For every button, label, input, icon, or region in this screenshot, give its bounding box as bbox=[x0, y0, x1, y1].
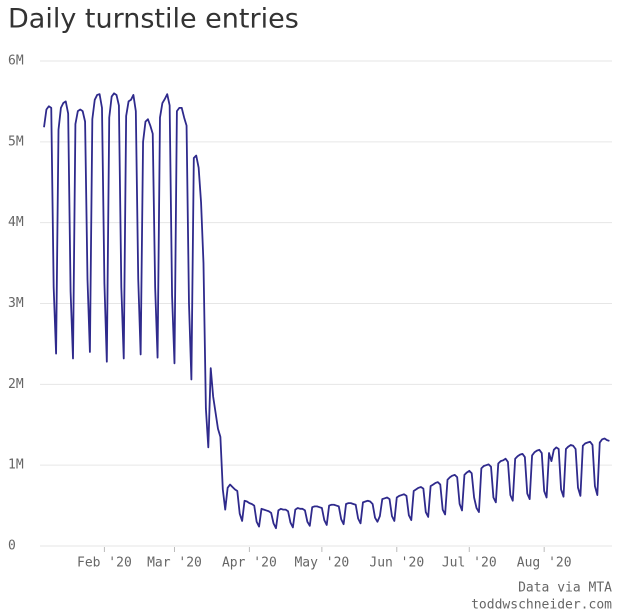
y-tick-label: 5M bbox=[8, 134, 24, 149]
x-tick-label: Mar '20 bbox=[147, 556, 202, 571]
chart-title: Daily turnstile entries bbox=[8, 4, 299, 35]
x-tick-label: Apr '20 bbox=[222, 556, 277, 571]
x-tick-label: Aug '20 bbox=[517, 556, 572, 571]
line bbox=[43, 92, 610, 530]
y-tick-label: 4M bbox=[8, 215, 24, 230]
x-tick-label: May '20 bbox=[294, 556, 349, 571]
y-tick-label: 3M bbox=[8, 296, 24, 311]
x-tick-label: Jun '20 bbox=[369, 556, 424, 571]
x-tick-label: Feb '20 bbox=[77, 556, 132, 571]
y-tick-label: 0 bbox=[8, 539, 16, 554]
y-tick-label: 6M bbox=[8, 54, 24, 69]
y-tick-label: 1M bbox=[8, 458, 24, 473]
x-tick-label: Jul '20 bbox=[442, 556, 497, 571]
source: Data via MTA bbox=[518, 581, 612, 596]
source: toddwschneider.com bbox=[471, 598, 612, 613]
y-tick-label: 2M bbox=[8, 377, 24, 392]
